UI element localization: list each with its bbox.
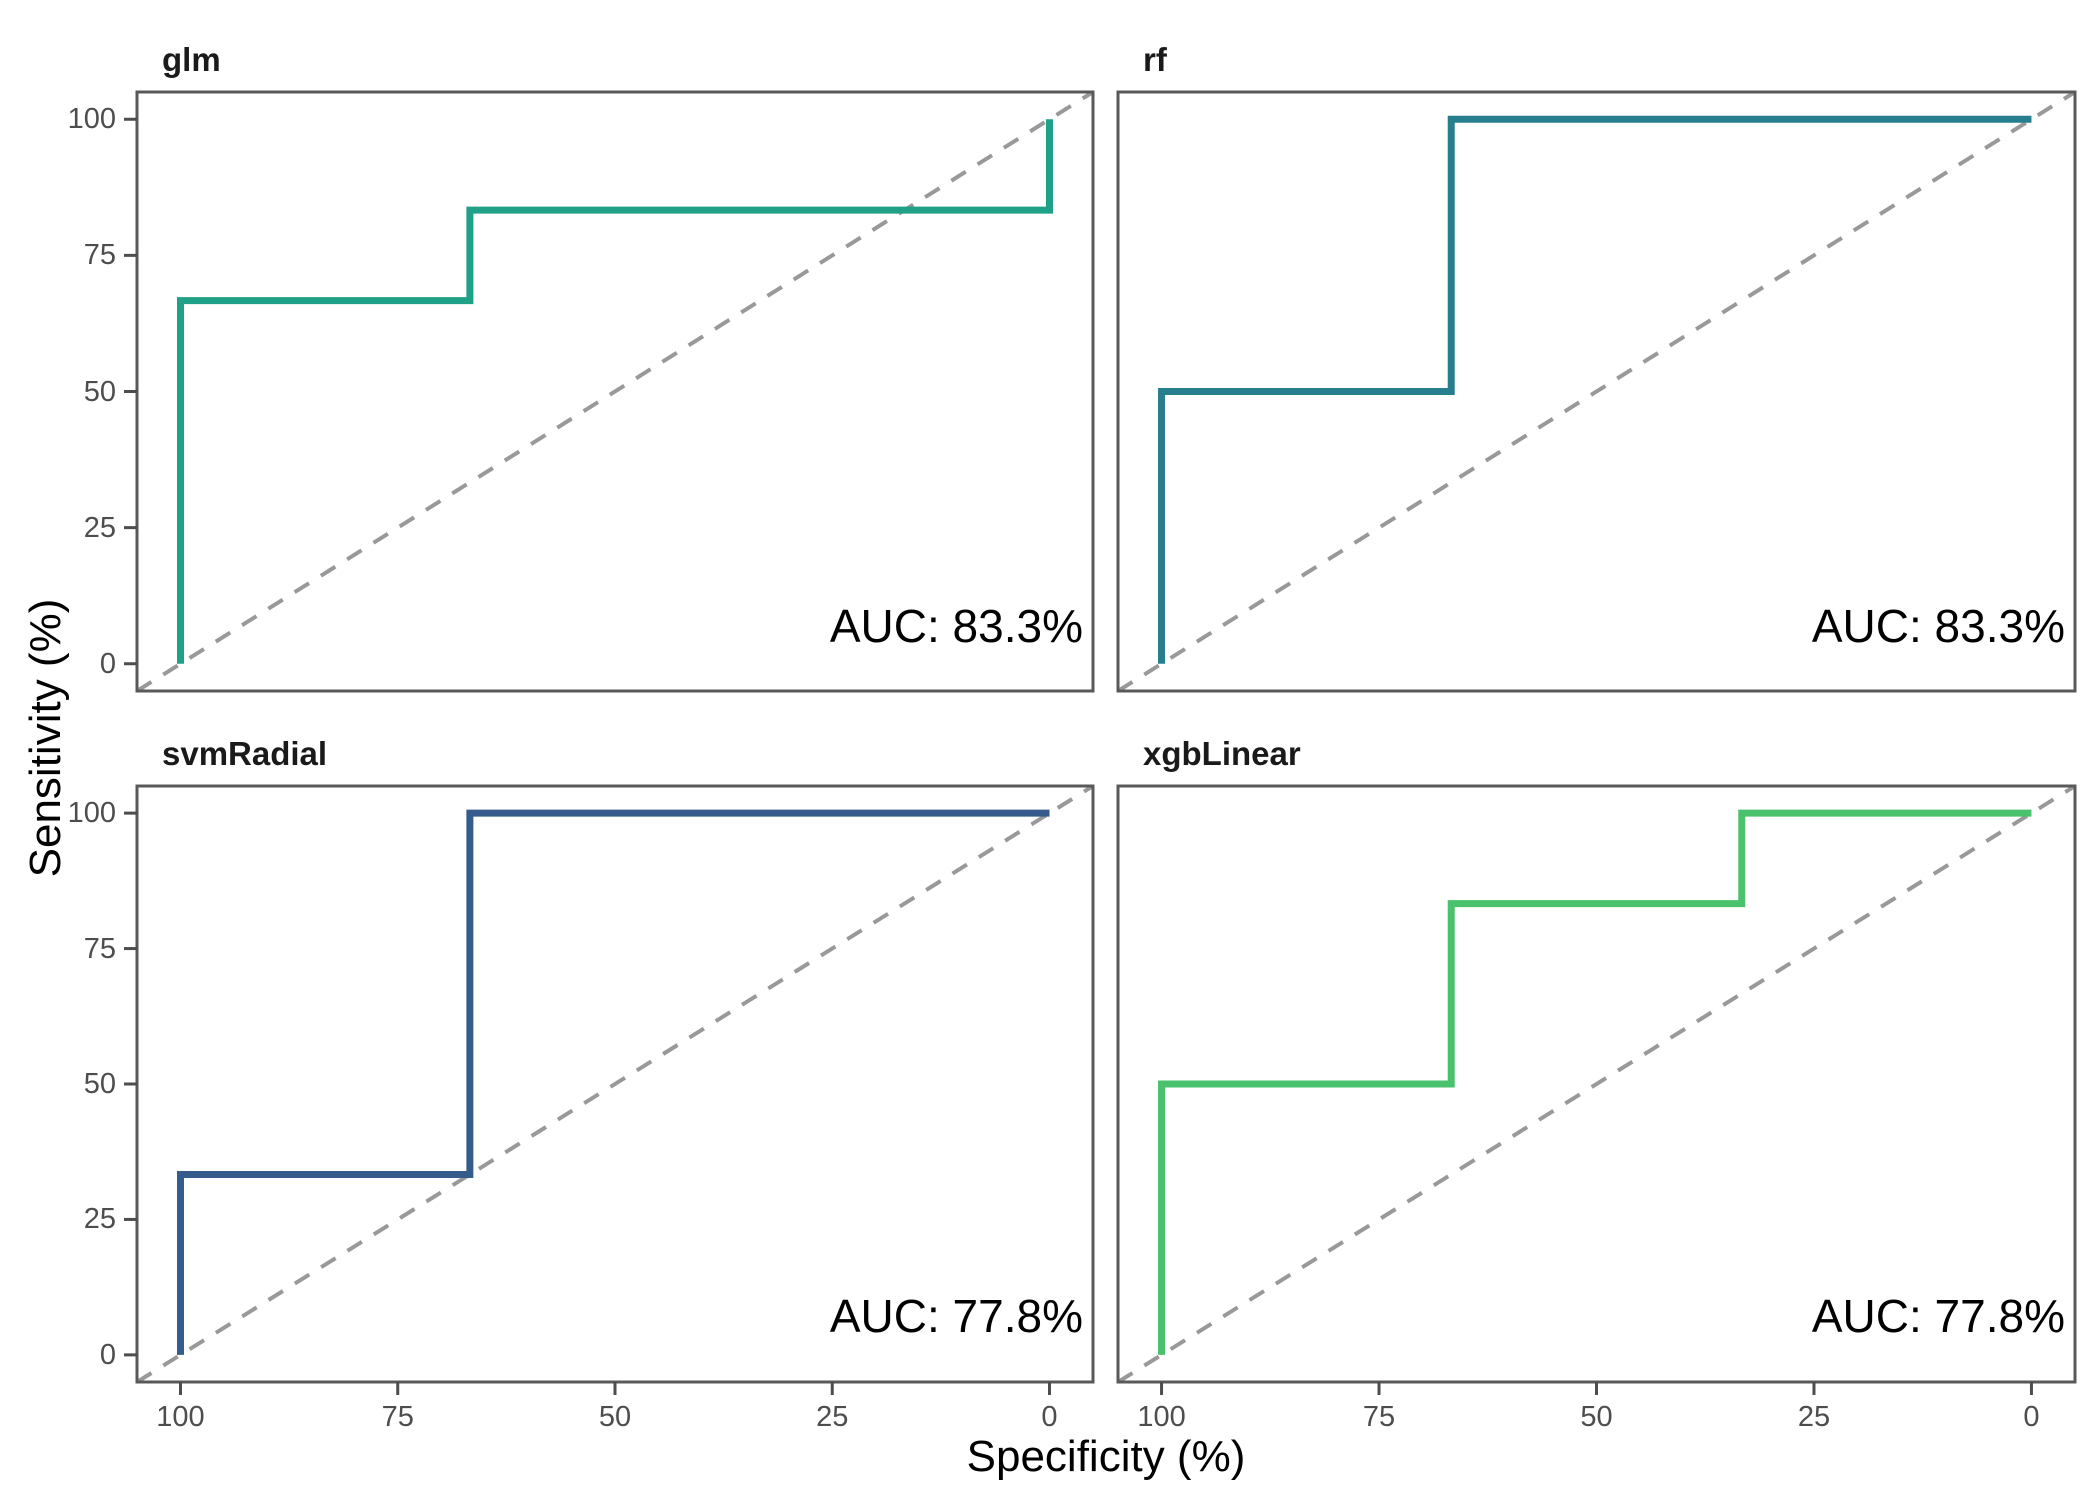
roc-curve-rf	[1158, 115, 2032, 664]
x-tick-label: 100	[1137, 1401, 1186, 1433]
diagonal-reference-line-rf	[1116, 90, 2077, 693]
y-tick-label: 100	[67, 797, 116, 830]
panel-border-rf	[1116, 90, 2077, 693]
y-tick-label: 25	[83, 1203, 116, 1236]
diagonal-reference-line-svmRadial	[135, 784, 1095, 1384]
roc-curve-xgbLinear	[1158, 809, 2032, 1355]
auc-annotation-rf: AUC: 83.3%	[1811, 600, 2065, 652]
diagonal-reference-line-xgbLinear	[1116, 784, 2077, 1384]
y-tick-label: 75	[83, 239, 116, 272]
x-axis-title: Specificity (%)	[966, 1432, 1246, 1481]
roc-curve-svmRadial	[176, 809, 1050, 1355]
x-tick-label: 50	[598, 1401, 632, 1433]
y-axis-title: Sensitivity (%)	[21, 598, 70, 878]
x-tick-label: 50	[1580, 1401, 1613, 1433]
roc-curve-glm	[176, 119, 1054, 664]
facet-title-glm: glm	[162, 41, 221, 78]
y-tick-label: 50	[83, 1068, 116, 1100]
diagonal-reference-line-glm	[135, 90, 1095, 693]
auc-annotation-glm: AUC: 83.3%	[829, 600, 1083, 652]
x-tick-label: 100	[156, 1401, 205, 1433]
y-tick-label: 25	[83, 511, 116, 544]
x-tick-label: 0	[1041, 1401, 1058, 1433]
y-tick-label: 100	[67, 103, 116, 136]
auc-annotation-svmradial: AUC: 77.8%	[829, 1290, 1083, 1342]
facet-title-xgblinear: xgbLinear	[1143, 735, 1301, 772]
x-tick-label: 25	[816, 1401, 849, 1433]
y-tick-label: 75	[83, 932, 116, 965]
facet-title-rf: rf	[1143, 41, 1167, 78]
x-tick-label: 75	[1362, 1401, 1396, 1433]
facet-title-svmradial: svmRadial	[162, 735, 328, 772]
y-tick-label: 0	[99, 647, 116, 680]
x-tick-label: 75	[381, 1401, 414, 1433]
y-tick-label: 50	[83, 375, 116, 408]
auc-annotation-xgblinear: AUC: 77.8%	[1811, 1290, 2065, 1342]
x-tick-label: 0	[2023, 1401, 2040, 1433]
x-tick-label: 25	[1797, 1401, 1831, 1433]
y-tick-label: 0	[99, 1338, 116, 1371]
